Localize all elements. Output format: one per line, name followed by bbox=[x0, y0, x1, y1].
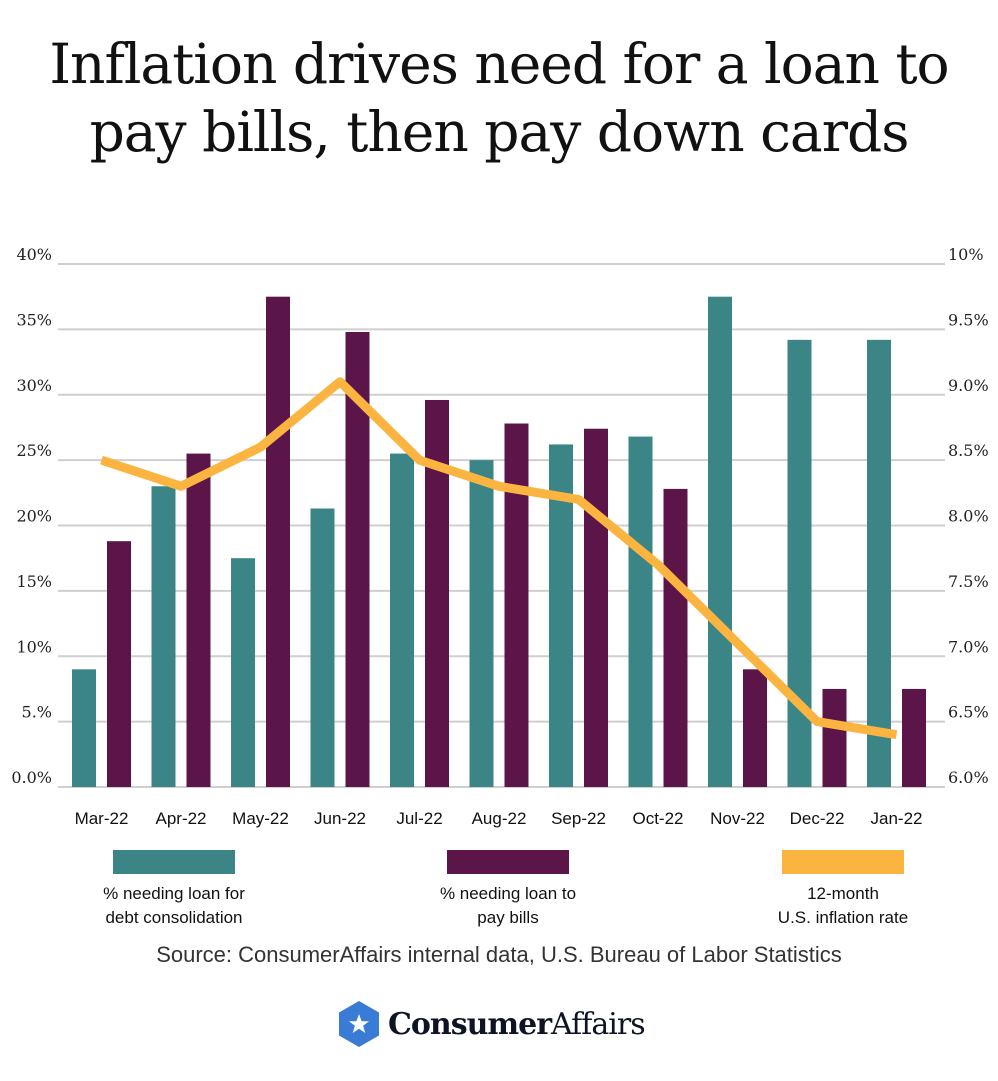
bar-pay-bills bbox=[266, 296, 290, 787]
y-left-tick-label: 30% bbox=[16, 376, 52, 395]
legend-item-inflation: 12-month U.S. inflation rate bbox=[753, 850, 933, 930]
logo-wordmark: ConsumerAffairs bbox=[388, 1006, 646, 1042]
legend-item-debt-consolidation: % needing loan for debt consolidation bbox=[84, 850, 264, 930]
bar-debt-consolidation bbox=[390, 453, 414, 787]
bar-pay-bills bbox=[504, 423, 529, 787]
x-tick-label: Mar-22 bbox=[75, 809, 129, 828]
x-tick-label: Sep-22 bbox=[551, 809, 606, 828]
bar-pay-bills bbox=[584, 428, 608, 787]
legend-label: pay bills bbox=[477, 908, 539, 927]
bar-debt-consolidation bbox=[628, 436, 653, 787]
bar-debt-consolidation bbox=[469, 460, 494, 787]
bar-pay-bills bbox=[663, 488, 688, 787]
inflation-line bbox=[100, 377, 898, 740]
bar-debt-consolidation bbox=[708, 296, 732, 787]
bar-debt-consolidation bbox=[72, 669, 96, 787]
source-note: Source: ConsumerAffairs internal data, U… bbox=[156, 942, 842, 967]
y-left-tick-label: 35% bbox=[16, 310, 52, 329]
y-left-tick-label: 0.0% bbox=[11, 768, 52, 787]
y-left-tick-label: 20% bbox=[16, 507, 52, 526]
bar-debt-consolidation bbox=[151, 486, 176, 787]
star-hexagon-icon bbox=[339, 1001, 379, 1047]
x-tick-label: Apr-22 bbox=[155, 809, 206, 828]
bar-debt-consolidation bbox=[231, 558, 255, 787]
consumeraffairs-logo: ConsumerAffairs bbox=[338, 1000, 646, 1048]
y-right-tick-label: 8.5% bbox=[948, 441, 989, 460]
bar-pay-bills bbox=[186, 453, 211, 787]
bar-pay-bills bbox=[425, 399, 449, 787]
legend-swatch bbox=[113, 850, 235, 874]
y-right-tick-label: 6.0% bbox=[948, 768, 989, 787]
legend-label: % needing loan to bbox=[439, 884, 577, 903]
bar-debt-consolidation bbox=[787, 339, 812, 787]
x-tick-label: Jun-22 bbox=[314, 809, 366, 828]
bar-pay-bills bbox=[743, 669, 767, 787]
y-right-tick-label: 8.0% bbox=[948, 507, 989, 526]
legend-swatch bbox=[447, 850, 569, 874]
bar-pay-bills bbox=[107, 541, 131, 787]
bar-pay-bills bbox=[822, 688, 847, 787]
bar-debt-consolidation bbox=[867, 339, 891, 787]
chart: 0.0% 6.0% 5.% 6.5% 10% 7.0% 15% 7.5% 20% 8.0% 25% 8… bbox=[11, 245, 989, 828]
legend-label: 12-month bbox=[807, 884, 879, 903]
y-left-tick-label: 15% bbox=[16, 572, 52, 591]
y-right-tick-label: 9.5% bbox=[948, 310, 989, 329]
legend-swatch bbox=[782, 850, 904, 874]
y-right-tick-label: 6.5% bbox=[948, 703, 989, 722]
x-tick-label: Nov-22 bbox=[710, 809, 765, 828]
y-right-tick-label: 7.0% bbox=[948, 637, 989, 656]
y-left-tick-label: 10% bbox=[16, 637, 52, 656]
y-left-tick-label: 25% bbox=[16, 441, 52, 460]
y-right-tick-label: 10% bbox=[948, 245, 984, 264]
legend-label: debt consolidation bbox=[105, 908, 243, 927]
legend-item-pay-bills: % needing loan to pay bills bbox=[418, 850, 598, 930]
x-tick-label: Dec-22 bbox=[790, 809, 845, 828]
x-tick-label: May-22 bbox=[232, 809, 289, 828]
legend-label: % needing loan for bbox=[103, 884, 245, 903]
x-tick-label: Jul-22 bbox=[396, 809, 442, 828]
bar-pay-bills bbox=[902, 688, 926, 787]
y-left-tick-label: 40% bbox=[16, 245, 52, 264]
legend-label: U.S. inflation rate bbox=[777, 908, 909, 927]
y-right-tick-label: 7.5% bbox=[948, 572, 989, 591]
y-left-tick-label: 5.% bbox=[22, 703, 52, 722]
x-tick-label: Oct-22 bbox=[632, 809, 683, 828]
x-tick-label: Jan-22 bbox=[871, 809, 923, 828]
bar-debt-consolidation bbox=[310, 508, 335, 787]
x-tick-label: Aug-22 bbox=[472, 809, 527, 828]
y-right-tick-label: 9.0% bbox=[948, 376, 989, 395]
chart-title: Inflation drives need for a loan to pay … bbox=[49, 32, 949, 164]
